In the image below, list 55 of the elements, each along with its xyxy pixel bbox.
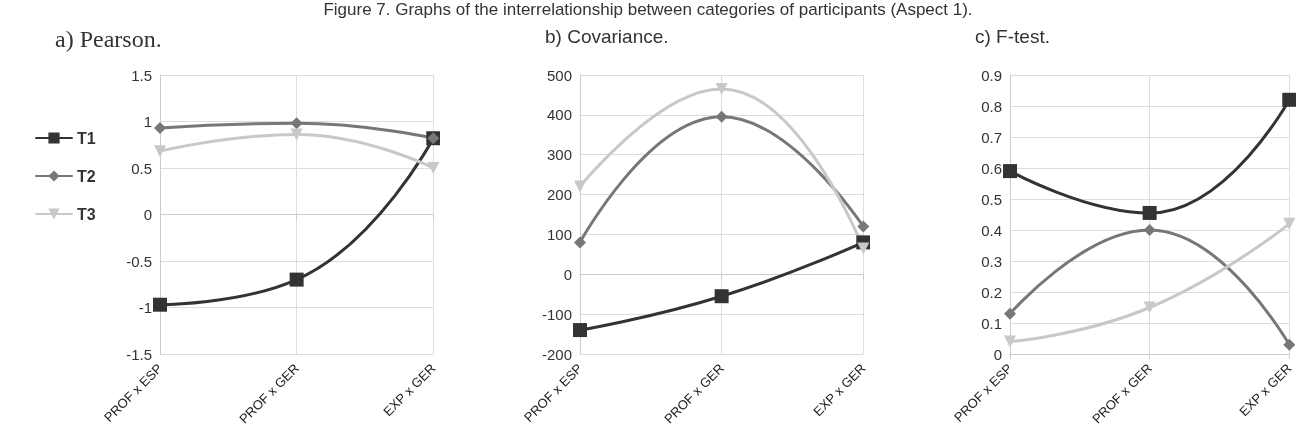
- y-tick-label: 0: [993, 345, 1002, 363]
- y-tick-label: 0.9: [981, 66, 1002, 84]
- point: [574, 236, 586, 249]
- point: [154, 145, 166, 158]
- y-tick-label: -200: [541, 345, 572, 363]
- point: [1282, 92, 1296, 107]
- y-tick-label: 0.5: [131, 159, 152, 177]
- y-tick-label: -100: [541, 305, 572, 323]
- y-tick-label: 0.7: [981, 128, 1002, 146]
- chart-title: c) F-test.: [975, 26, 1050, 47]
- point: [1143, 301, 1156, 314]
- chart-title: a) Pearson.: [55, 26, 162, 52]
- y-tick-label: 100: [546, 225, 572, 243]
- y-tick-label: 1: [143, 113, 152, 130]
- y-tick-label: 1.5: [131, 66, 152, 84]
- point: [1003, 164, 1017, 179]
- y-tick-label: 0.5: [981, 190, 1002, 208]
- point: [573, 323, 587, 338]
- y-tick-label: -0.5: [126, 252, 152, 270]
- point: [857, 220, 870, 233]
- y-tick-label: 300: [546, 146, 572, 164]
- y-tick-label: 0: [143, 206, 152, 223]
- y-tick-label: 200: [546, 186, 572, 204]
- point: [427, 162, 440, 174]
- point: [153, 297, 167, 312]
- point: [290, 128, 303, 141]
- chart-title: b) Covariance.: [545, 26, 669, 47]
- y-tick-label: 400: [546, 106, 572, 124]
- point: [154, 122, 166, 135]
- point: [714, 289, 729, 304]
- point: [574, 180, 586, 193]
- y-tick-label: 0.1: [981, 314, 1002, 332]
- legend-label: T1: [77, 129, 96, 147]
- legend-label: T2: [77, 167, 96, 185]
- y-tick-label: 0.3: [981, 252, 1002, 270]
- point: [1004, 335, 1016, 348]
- point: [1142, 205, 1157, 220]
- point: [715, 110, 728, 123]
- point: [1283, 217, 1296, 230]
- y-tick-label: -1: [138, 299, 152, 316]
- point: [289, 272, 304, 287]
- point: [857, 242, 870, 255]
- y-tick-label: 0: [563, 265, 572, 283]
- y-tick-label: 0.6: [981, 159, 1002, 177]
- point: [1004, 307, 1016, 320]
- point: [715, 82, 728, 95]
- y-tick-label: 500: [546, 66, 572, 84]
- y-tick-label: 0.2: [981, 283, 1002, 301]
- legend-label: T3: [77, 205, 96, 223]
- point: [1283, 338, 1296, 351]
- point: [1143, 224, 1156, 236]
- y-tick-label: -1.5: [126, 345, 152, 363]
- y-tick-label: 0.4: [981, 221, 1002, 239]
- caption: Figure 7. Graphs of the interrelationship between categories of participants (Aspect 1).: [323, 0, 973, 19]
- y-tick-label: 0.8: [981, 97, 1002, 115]
